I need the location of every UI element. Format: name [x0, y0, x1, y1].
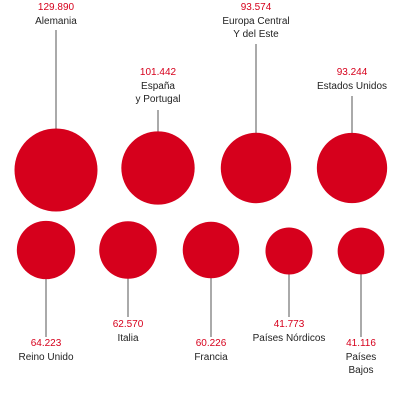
bubble — [265, 227, 313, 275]
category-label: Estados Unidos — [317, 81, 387, 92]
category-label: Países Nórdicos — [253, 333, 326, 344]
bubble-group: 64.223 Reino Unido — [16, 220, 76, 363]
value-label: 129.890 — [38, 2, 75, 13]
bubble-group: 41.773 Países Nórdicos — [253, 227, 326, 344]
bubble-group: 41.116 Países Bajos — [337, 227, 385, 376]
value-label: 60.226 — [196, 338, 227, 349]
bubble-group: 101.442 España y Portugal — [121, 67, 195, 205]
category-label: Reino Unido — [18, 352, 73, 363]
bubble — [99, 221, 157, 279]
bubble — [14, 128, 98, 212]
bubble — [16, 220, 76, 280]
category-label: España — [141, 81, 175, 92]
value-label: 93.574 — [241, 2, 272, 13]
value-label: 64.223 — [31, 338, 62, 349]
category-label: Y del Este — [233, 29, 279, 40]
bubble-group: 62.570 Italia — [99, 221, 157, 344]
bubble — [220, 132, 292, 204]
bubble-group: 60.226 Francia — [182, 221, 240, 363]
category-label: Francia — [194, 352, 228, 363]
category-label: Bajos — [348, 365, 373, 376]
category-label: Italia — [117, 333, 139, 344]
bubble — [316, 132, 388, 204]
bubble — [121, 131, 195, 205]
value-label: 41.116 — [346, 338, 376, 349]
value-label: 93.244 — [337, 67, 368, 78]
bubble-group: 93.244 Estados Unidos — [316, 67, 388, 204]
value-label: 41.773 — [274, 319, 305, 330]
category-label: Países — [346, 352, 377, 363]
category-label: y Portugal — [135, 94, 180, 105]
value-label: 62.570 — [113, 319, 144, 330]
bubble-group: 129.890 Alemania — [14, 2, 98, 212]
category-label: Europa Central — [222, 16, 289, 27]
bubble — [182, 221, 240, 279]
category-label: Alemania — [35, 16, 77, 27]
bubble-group: 93.574 Europa Central Y del Este — [220, 2, 292, 204]
bubble — [337, 227, 385, 275]
value-label: 101.442 — [140, 67, 177, 78]
